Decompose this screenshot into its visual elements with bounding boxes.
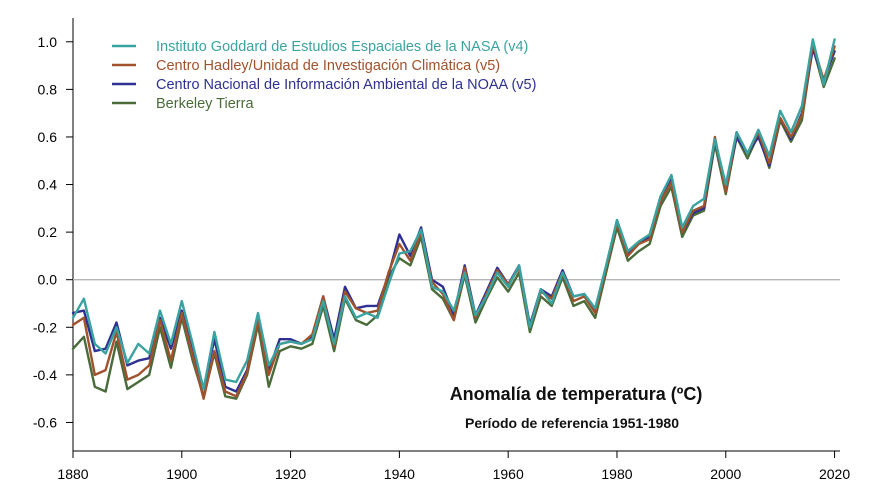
x-tick-label: 1880 xyxy=(57,466,88,482)
legend-label-3: Centro Nacional de Información Ambiental… xyxy=(156,77,536,93)
chart-title: Anomalía de temperatura (ºC) xyxy=(450,384,703,404)
series-layer xyxy=(71,38,836,400)
y-tick-label: -0.4 xyxy=(33,367,57,383)
legend-label-2: Centro Hadley/Unidad de Investigación Cl… xyxy=(156,58,500,74)
x-tick-label: 2000 xyxy=(710,466,741,482)
legend-layer: Instituto Goddard de Estudios Espaciales… xyxy=(112,39,536,112)
x-tick-label: 1960 xyxy=(493,466,524,482)
axes-layer: 1880 1900 1920 1940 1960 1980 2000 2020 -0.6 -0.4… xyxy=(33,18,850,482)
y-tick-label: 0.6 xyxy=(38,129,58,145)
y-tick-label: 0.8 xyxy=(38,81,58,97)
y-tick-label: 1.0 xyxy=(38,34,58,50)
legend-label-4: Berkeley Tierra xyxy=(156,96,254,112)
x-tick-label: 1980 xyxy=(601,466,632,482)
x-tick-label: 1940 xyxy=(384,466,415,482)
chart-subtitle: Período de referencia 1951-1980 xyxy=(465,415,679,431)
y-tick-label: 0.0 xyxy=(38,272,58,288)
x-tick-label: 1900 xyxy=(166,466,197,482)
y-tick-label: 0.4 xyxy=(38,177,58,193)
y-tick-label: -0.6 xyxy=(33,414,57,430)
y-tick-label: 0.2 xyxy=(38,224,58,240)
x-tick-label: 1920 xyxy=(275,466,306,482)
legend-label-1: Instituto Goddard de Estudios Espaciales… xyxy=(156,39,528,55)
x-tick-label: 2020 xyxy=(819,466,850,482)
y-tick-label: -0.2 xyxy=(33,319,57,335)
series-line-1 xyxy=(71,38,836,391)
